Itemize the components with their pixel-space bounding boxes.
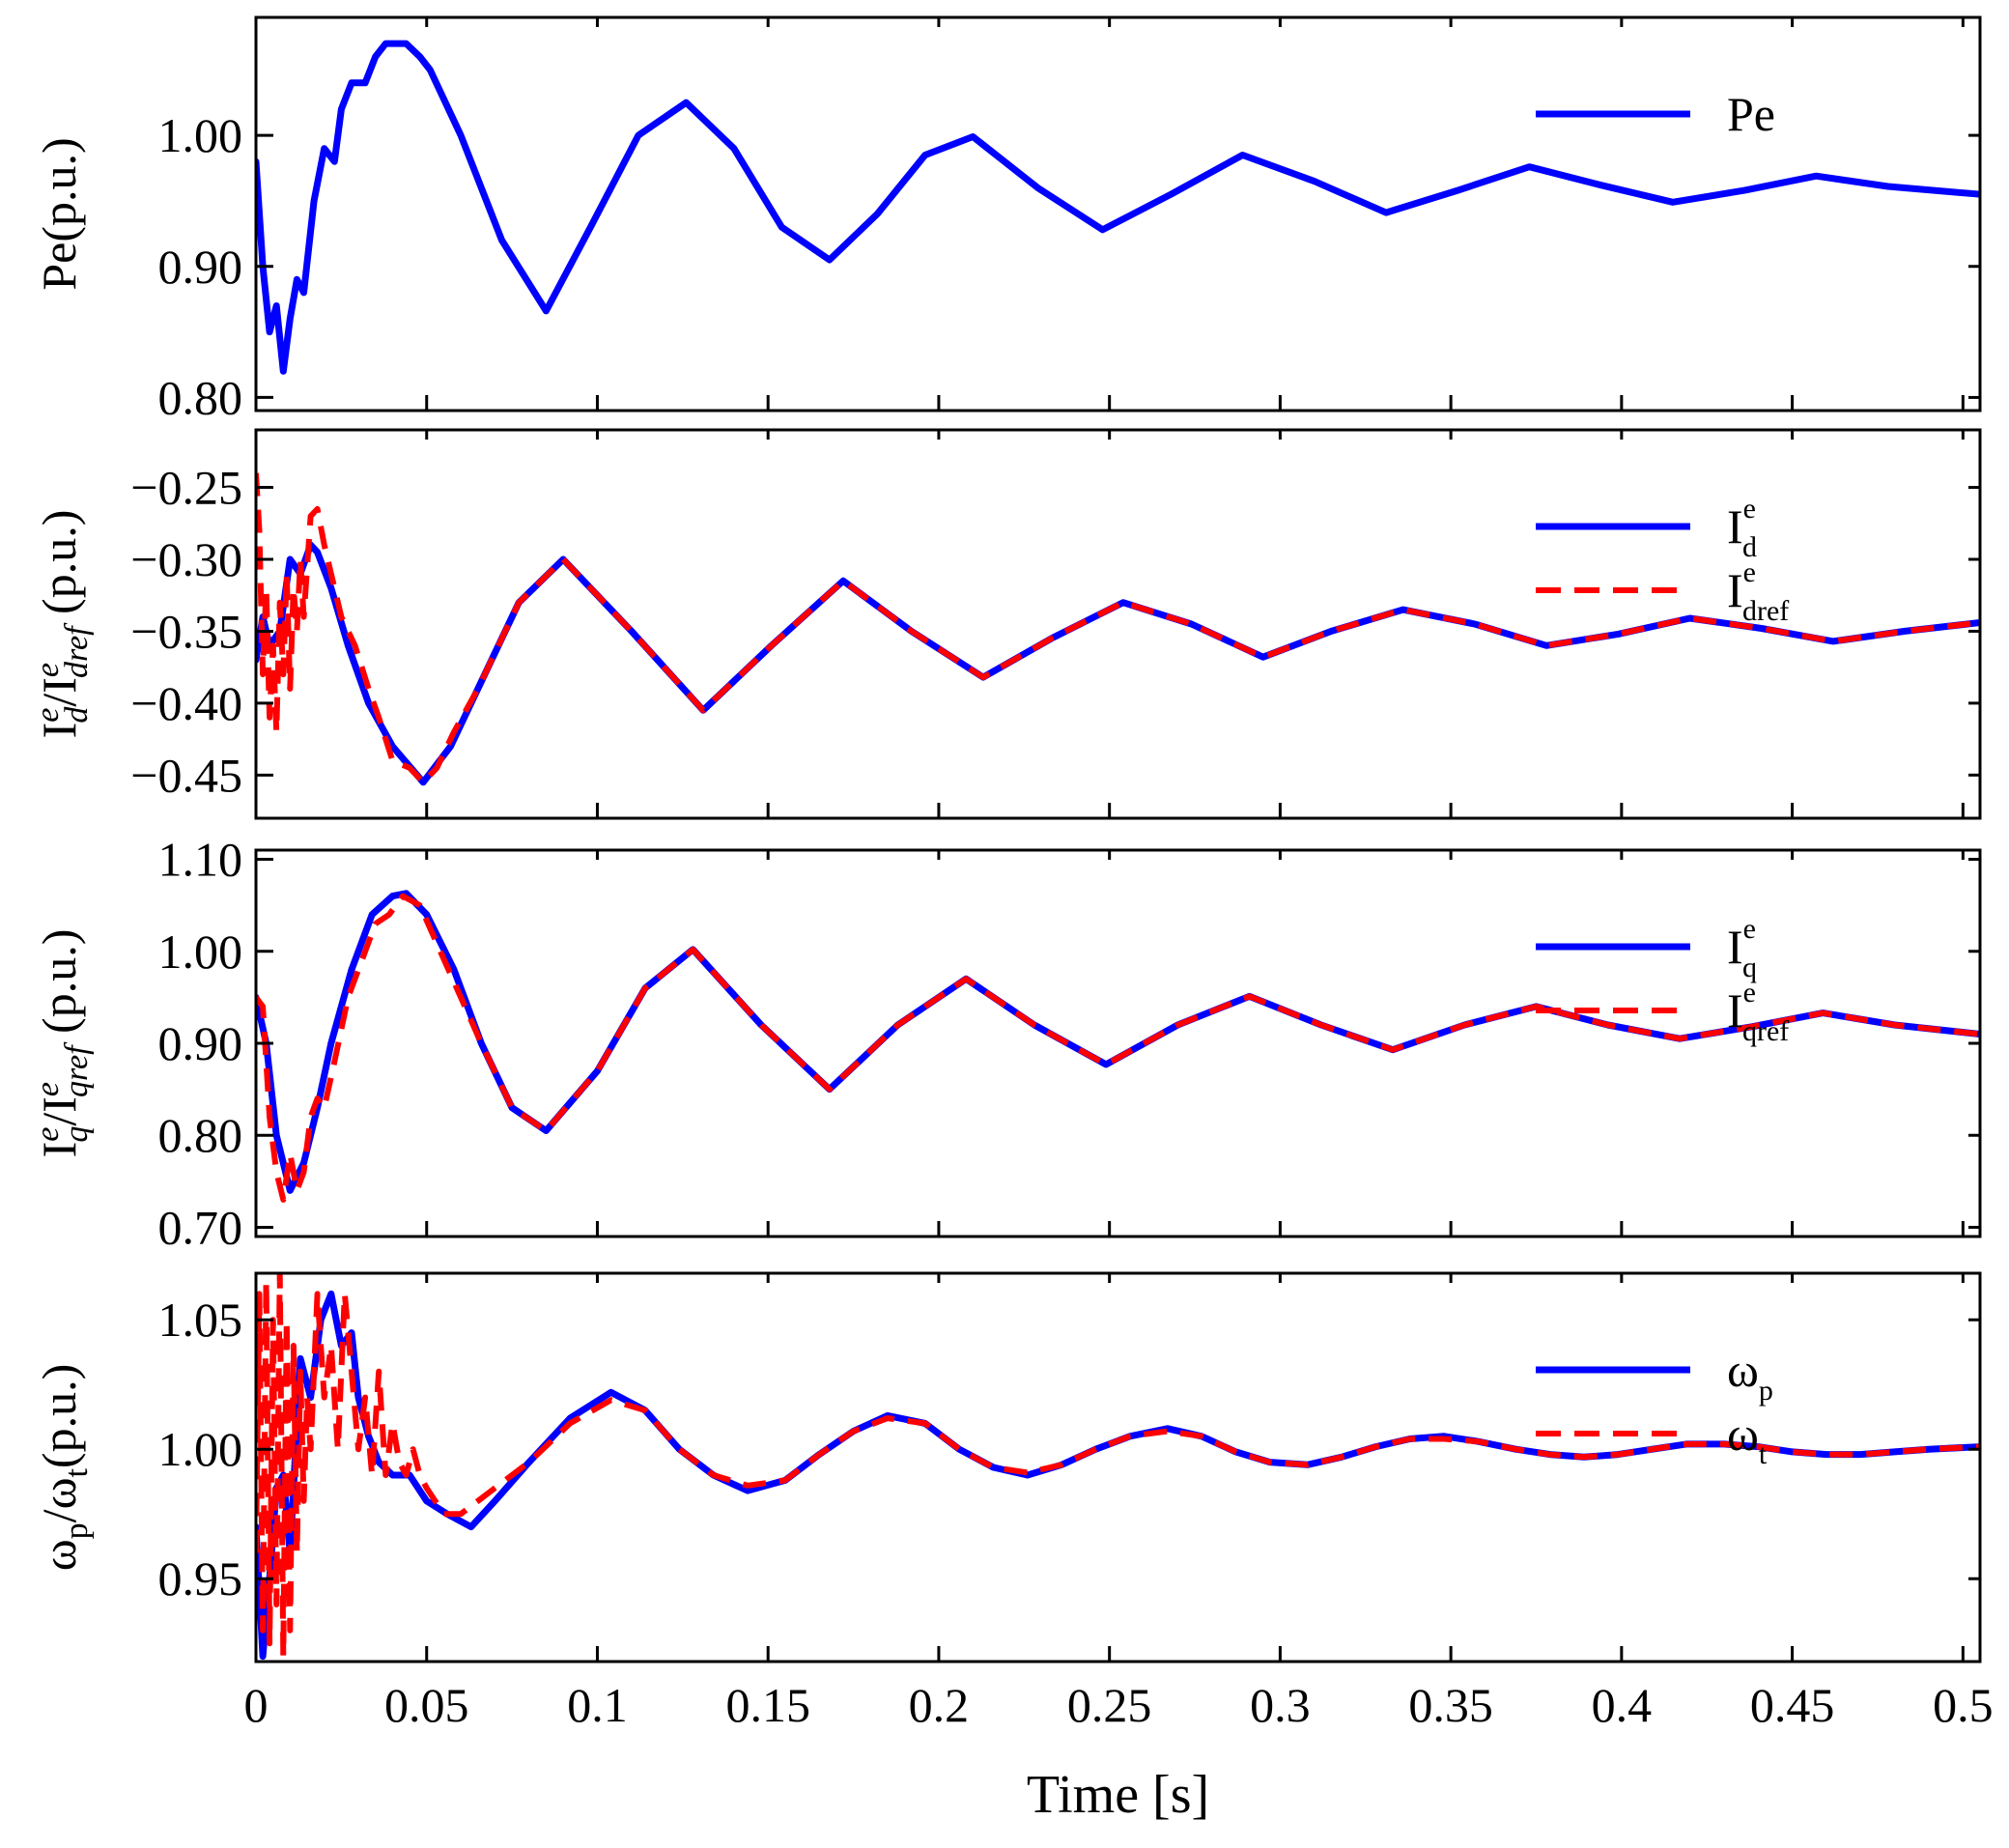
- y-axis-label: Ied/Iedref (p.u.): [30, 510, 95, 739]
- x-axis-label: Time [s]: [1027, 1765, 1209, 1825]
- legend-symbol: I: [1727, 983, 1743, 1038]
- panel-frame: [254, 1271, 1982, 1663]
- legend-symbol: I: [1727, 499, 1743, 554]
- x-tick-label: 0.2: [909, 1678, 970, 1732]
- ylabel-sup: e: [30, 1127, 66, 1142]
- ylabel-sub: q: [59, 1126, 95, 1143]
- series-line-dref-ref: [256, 472, 1980, 785]
- panel-frame: [254, 428, 1982, 820]
- ylabel-symbol-2: /I: [32, 677, 86, 707]
- y-tick-label: 1.05: [158, 1293, 243, 1347]
- x-tick-label: 0.1: [567, 1678, 628, 1732]
- ylabel-symbol: I: [32, 723, 86, 739]
- y-tick-label: −0.30: [130, 532, 242, 586]
- y-tick-label: 1.00: [158, 1422, 243, 1476]
- y-tick-label: 0.80: [158, 1108, 243, 1162]
- ylabel-unit: (p.u.): [32, 1364, 86, 1468]
- ylabel-symbol-2: /I: [32, 1096, 86, 1126]
- x-tick-label: 0: [244, 1678, 269, 1732]
- x-tick-label: 0.4: [1592, 1678, 1653, 1732]
- series-line-t-ref: [256, 1273, 1980, 1660]
- y-axis-label: Ieq/Ieqref (p.u.): [30, 929, 95, 1158]
- ylabel-symbol: I: [32, 1142, 86, 1158]
- y-tick-label: 0.80: [158, 370, 243, 424]
- ylabel-sub: p: [59, 1522, 95, 1539]
- legend-label: Ie d: [1727, 493, 1757, 563]
- legend-sup: e: [1743, 977, 1756, 1009]
- x-tick-label: 0.35: [1408, 1678, 1493, 1732]
- panel-frame: [254, 848, 1982, 1238]
- y-axis-label: Pe(p.u.): [32, 137, 86, 290]
- legend-symbol: I: [1727, 920, 1743, 974]
- ylabel-sub: d: [59, 706, 95, 724]
- y-tick-label: −0.35: [130, 604, 242, 658]
- legend-label: Ie q: [1727, 913, 1757, 983]
- legend-sup: e: [1743, 556, 1756, 588]
- legend-sub: q: [1742, 952, 1757, 983]
- legend-label: Pe: [1727, 87, 1775, 141]
- y-tick-label: −0.45: [130, 748, 242, 802]
- y-tick-label: 1.00: [158, 108, 243, 162]
- x-tick-label: 0.25: [1067, 1678, 1152, 1732]
- x-tick-label: 0.05: [384, 1678, 469, 1732]
- legend-sub: dref: [1742, 595, 1789, 627]
- ylabel-unit: (p.u.): [32, 510, 86, 627]
- x-tick-label: 0.5: [1933, 1678, 1994, 1732]
- y-tick-label: 0.70: [158, 1200, 243, 1254]
- x-tick-label: 0.15: [725, 1678, 810, 1732]
- y-axis-label: ωp/ωt(p.u.): [32, 1364, 95, 1572]
- series-line-qref-ref: [256, 893, 1980, 1203]
- legend-sub: t: [1759, 1438, 1768, 1470]
- ylabel-sub-2: t: [59, 1468, 95, 1478]
- legend-sup: e: [1743, 913, 1756, 945]
- legend-symbol: I: [1727, 563, 1743, 617]
- ylabel-sup-2: e: [30, 663, 66, 677]
- legend-sub: d: [1742, 531, 1757, 563]
- legend-sup: e: [1743, 493, 1756, 525]
- legend-symbol: ω: [1727, 1407, 1759, 1461]
- y-tick-label: 0.90: [158, 240, 243, 294]
- ylabel-sup: e: [30, 708, 66, 723]
- legend-label: ωt: [1727, 1407, 1768, 1470]
- legend-label: Ie dref: [1727, 556, 1789, 627]
- series-line-d: [256, 541, 1980, 786]
- y-tick-label: 0.95: [158, 1551, 243, 1606]
- y-tick-label: −0.25: [130, 461, 242, 515]
- legend-symbol: ω: [1727, 1343, 1759, 1397]
- legend-sub: qref: [1742, 1015, 1789, 1047]
- y-tick-label: −0.40: [130, 676, 242, 730]
- ylabel-symbol: ω: [32, 1539, 86, 1571]
- panel-1: 0.80 0.90 1.00 Pe(p.u.) Pe: [32, 15, 1982, 424]
- series-line-q: [256, 890, 1980, 1194]
- y-tick-label: 0.90: [158, 1016, 243, 1070]
- y-tick-label: 1.00: [158, 924, 243, 979]
- panel-frame: [254, 15, 1982, 412]
- legend-symbol: Pe: [1727, 87, 1775, 141]
- legend-label: ωp: [1727, 1343, 1773, 1407]
- legend-sub: p: [1759, 1375, 1773, 1407]
- ylabel-sub-2: qref: [59, 1041, 95, 1097]
- ylabel-sub-2: dref: [59, 622, 95, 678]
- y-tick-label: 1.10: [158, 833, 243, 887]
- x-tick-label: 0.45: [1750, 1678, 1835, 1732]
- series-line-: [256, 40, 1980, 375]
- ylabel-sup-2: e: [30, 1082, 66, 1096]
- ylabel-unit: (p.u.): [32, 929, 86, 1046]
- panel-4: 0.95 1.00 1.05 0 0.05 0.1 0.15 0.2 0.25 0.3 0.35 0.…: [32, 1271, 1994, 1732]
- legend-label: Ie qref: [1727, 977, 1789, 1047]
- x-tick-label: 0.3: [1250, 1678, 1311, 1732]
- ylabel-symbol-2: /ω: [32, 1478, 86, 1523]
